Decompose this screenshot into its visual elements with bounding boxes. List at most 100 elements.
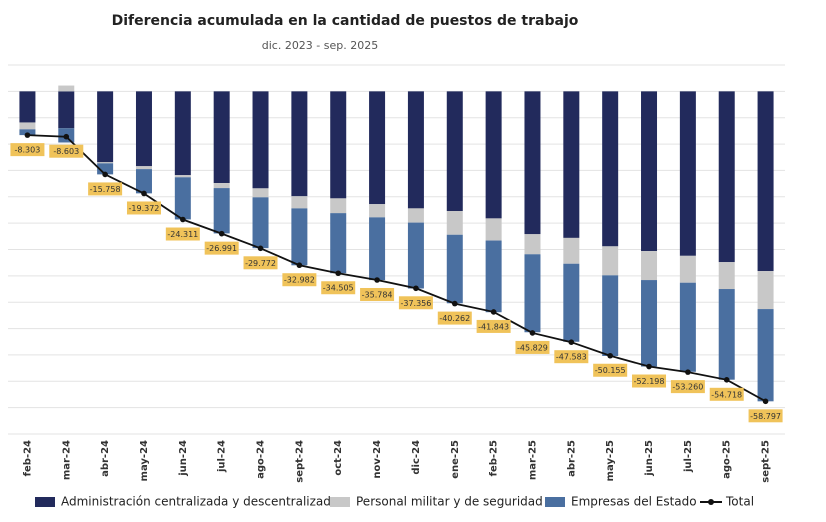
total-point <box>180 216 186 223</box>
x-tick-label: sept-25 <box>761 440 772 483</box>
bar-segment <box>446 234 463 304</box>
total-line <box>27 134 767 403</box>
legend-label: Administración centralizada y descentral… <box>61 495 338 509</box>
bar-segment <box>330 91 347 199</box>
value-label-box <box>437 311 472 325</box>
bar-segment <box>641 251 658 281</box>
bar-segment <box>563 263 580 342</box>
value-label-box <box>632 374 667 388</box>
bar-segment <box>407 222 424 289</box>
total-point <box>685 369 691 375</box>
x-tick-label: sept-24 <box>294 440 305 483</box>
x-tick-label: jun-25 <box>644 440 655 477</box>
value-label: -45.829 <box>517 343 548 352</box>
bar-segment <box>135 169 152 194</box>
value-label-box <box>476 319 511 333</box>
bar-segment <box>19 91 36 123</box>
value-label: -19.372 <box>129 204 160 213</box>
bar-segment <box>524 234 541 255</box>
bar-segment <box>679 91 696 256</box>
bar-segment <box>97 91 114 163</box>
legend-label: Empresas del Estado <box>571 495 697 509</box>
value-label: -53.260 <box>672 383 703 392</box>
total-point <box>63 133 70 140</box>
chart-subtitle: dic. 2023 - sep. 2025 <box>262 39 379 52</box>
total-point <box>490 309 497 315</box>
x-tick-label: feb-25 <box>489 440 500 476</box>
bar-segment <box>757 91 774 272</box>
legend-swatch <box>330 497 350 507</box>
bar-segment <box>213 188 230 234</box>
value-label-box <box>88 182 123 196</box>
bar-segment <box>135 166 152 170</box>
bar-segment <box>407 208 424 223</box>
total-point <box>762 398 769 405</box>
bar-segment <box>291 196 308 209</box>
value-label-box <box>515 340 550 354</box>
value-label: -41.843 <box>478 322 509 331</box>
bar-segment <box>19 122 36 130</box>
total-point <box>102 171 108 178</box>
value-label: -54.718 <box>711 390 742 399</box>
value-label: -47.583 <box>556 353 587 362</box>
total-point <box>413 285 419 292</box>
total-point <box>723 376 730 383</box>
total-point <box>646 363 652 370</box>
bar-segment <box>485 240 502 313</box>
value-label-box <box>126 201 161 215</box>
total-point <box>24 132 31 138</box>
bar-segment <box>19 129 36 136</box>
bar-segment <box>563 91 580 238</box>
value-label-box <box>398 296 433 310</box>
bar-segment <box>757 309 774 402</box>
value-label-box <box>593 363 628 377</box>
bar-segment <box>135 91 152 167</box>
total-point <box>218 230 225 237</box>
value-label-box <box>360 287 395 301</box>
value-label-box <box>165 227 200 241</box>
legend-label: Total <box>725 495 754 509</box>
x-tick-label: jul-25 <box>683 440 694 473</box>
value-label: -58.797 <box>750 412 781 421</box>
bar-segment <box>563 237 580 264</box>
value-label: -8.603 <box>53 147 79 156</box>
value-label-box <box>321 281 356 295</box>
x-tick-label: may-25 <box>605 440 616 481</box>
x-tick-label: oct-24 <box>333 440 344 476</box>
bar-segment <box>291 91 308 197</box>
bar-segment <box>718 91 735 263</box>
legend-swatch <box>545 497 565 507</box>
value-label-box <box>748 409 783 423</box>
bar-segment <box>252 91 269 189</box>
value-label: -35.784 <box>362 290 393 299</box>
bar-segment <box>446 91 463 212</box>
bar-segment <box>330 213 347 274</box>
value-label-box <box>282 273 317 287</box>
value-label: -34.505 <box>323 284 354 293</box>
value-label: -40.262 <box>439 314 470 323</box>
value-label-box <box>709 387 744 401</box>
x-tick-label: jul-24 <box>217 440 228 473</box>
bar-segment <box>757 271 774 310</box>
bar-segment <box>330 198 347 214</box>
total-point <box>296 262 303 269</box>
x-tick-label: jun-24 <box>178 440 189 477</box>
x-tick-label: abr-25 <box>566 440 577 477</box>
bar-segment <box>58 91 75 129</box>
bar-segment <box>97 163 114 175</box>
value-label: -26.991 <box>206 244 237 253</box>
legend-label: Personal militar y de seguridad <box>356 495 543 509</box>
bar-segment <box>679 282 696 372</box>
bar-segment <box>369 91 386 205</box>
bar-segment <box>524 254 541 333</box>
bar-segment <box>252 188 269 198</box>
bar-segment <box>602 275 619 356</box>
x-tick-label: mar-24 <box>61 440 72 480</box>
value-label-box <box>670 380 705 394</box>
value-label: -37.356 <box>400 299 431 308</box>
total-point <box>451 300 458 307</box>
total-point <box>141 190 147 197</box>
bar-segment <box>524 91 541 235</box>
value-label-box <box>554 350 589 364</box>
x-tick-label: abr-24 <box>100 440 111 477</box>
